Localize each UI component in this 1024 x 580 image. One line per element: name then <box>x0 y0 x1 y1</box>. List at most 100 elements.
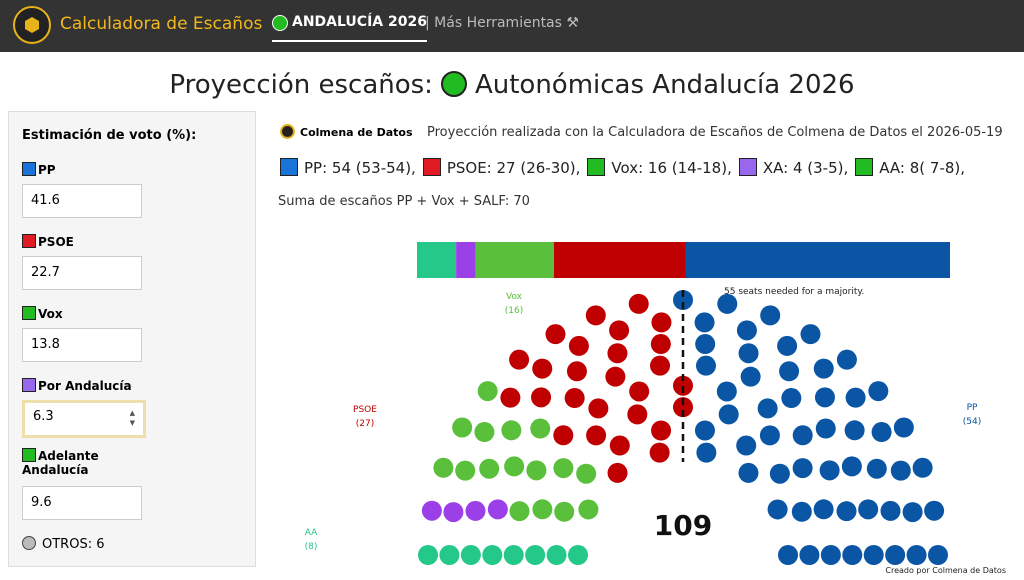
nav-item[interactable]: | Más Herramientas ⚒ <box>425 15 579 31</box>
seat <box>740 366 761 387</box>
seat <box>820 545 841 565</box>
party-label: Vox <box>506 292 523 302</box>
party-label: AA <box>305 528 318 538</box>
party-seat-label: (8) <box>305 542 318 552</box>
party-label: PP <box>967 403 978 413</box>
field-swatch <box>22 162 36 176</box>
seat <box>452 417 473 438</box>
seat <box>607 343 628 364</box>
seat <box>477 381 498 402</box>
legend-swatch <box>280 158 298 176</box>
seat <box>792 458 813 479</box>
seat <box>460 545 481 565</box>
field-input[interactable]: 9.6 <box>22 486 142 520</box>
seat <box>545 324 566 345</box>
seat <box>880 500 901 521</box>
field-input[interactable]: 6.3 ▲ ▼ <box>22 400 146 438</box>
seat <box>418 545 438 565</box>
legend-swatch <box>855 158 874 176</box>
field-label-text: PP <box>38 163 56 177</box>
nav-item[interactable]: ANDALUCÍA 2026 <box>272 14 427 42</box>
seat <box>717 293 738 314</box>
seat <box>609 320 630 341</box>
party-seat-label: (27) <box>356 419 374 429</box>
seat <box>609 435 630 456</box>
seat <box>605 366 626 387</box>
seat <box>871 422 892 443</box>
page-title: Proyección escaños: Autonómicas Andalucía… <box>0 70 1024 100</box>
seat <box>553 425 574 446</box>
seat <box>673 290 693 310</box>
logo[interactable] <box>13 6 51 44</box>
seat <box>928 545 948 565</box>
seat <box>769 463 790 484</box>
seat <box>443 502 464 523</box>
field-label-text: PSOE <box>38 235 74 249</box>
seat <box>781 388 802 409</box>
seat <box>531 387 552 408</box>
field-swatch <box>22 234 36 248</box>
legend-text: PSOE: 27 (26-30), <box>446 159 581 177</box>
spinner: ▲ ▼ <box>129 409 135 427</box>
seat <box>759 425 780 446</box>
seat <box>501 420 522 441</box>
seat <box>799 545 820 565</box>
legend-text: XA: 4 (3-5), <box>762 159 849 177</box>
seat <box>433 457 454 478</box>
seat <box>819 460 840 481</box>
seat <box>673 397 693 418</box>
seat <box>863 545 884 565</box>
seat <box>695 334 716 355</box>
legend-text: AA: 8( 7-8), <box>879 159 966 177</box>
seat <box>500 387 521 408</box>
sum-line: Suma de escaños PP + Vox + SALF: 70 <box>278 194 530 209</box>
field-input[interactable]: 22.7 <box>22 256 142 290</box>
seat <box>487 499 508 520</box>
field-input[interactable]: 13.8 <box>22 328 142 362</box>
seat <box>767 499 788 520</box>
seat <box>553 458 574 479</box>
seat <box>554 501 575 522</box>
seat <box>815 418 836 439</box>
party-seat-label: (54) <box>963 417 981 427</box>
seat-bar <box>475 242 554 278</box>
seat <box>627 404 648 425</box>
seat <box>912 457 933 478</box>
legend-text: PP: 54 (53-54), <box>304 159 416 177</box>
seat <box>578 499 599 520</box>
seat <box>607 462 628 483</box>
seat <box>906 545 927 565</box>
sidebar-heading: Estimación de voto (%): <box>22 128 197 143</box>
field-label: Vox <box>22 306 132 321</box>
seat <box>482 545 503 565</box>
seat <box>564 388 585 409</box>
footer: Creado por Colmena de Datos <box>885 566 1006 575</box>
seat <box>439 545 460 565</box>
seat <box>509 501 530 522</box>
seat <box>845 387 866 408</box>
field-label: Por Andalucía <box>22 378 132 393</box>
seat <box>479 458 500 479</box>
others: OTROS: 6 <box>22 536 104 552</box>
footer-prefix: Creado por <box>885 566 930 575</box>
seat <box>777 335 798 356</box>
source[interactable]: Colmena de Datos <box>280 124 413 139</box>
seat <box>532 499 553 520</box>
app-title[interactable]: Calculadora de Escaños <box>60 14 263 34</box>
field-input[interactable]: 41.6 <box>22 184 142 218</box>
seat <box>813 358 834 379</box>
seat-bar <box>417 242 457 278</box>
field-label: Adelante Andalucía <box>22 448 132 477</box>
seat <box>628 293 649 314</box>
seat <box>736 435 757 456</box>
seat-bar <box>685 242 950 278</box>
seat <box>586 425 607 446</box>
seat <box>842 545 863 565</box>
seat <box>695 355 716 376</box>
field-label: PP <box>22 162 132 177</box>
seat <box>525 545 546 565</box>
seat <box>836 501 857 522</box>
seat <box>651 420 672 441</box>
seat <box>736 320 757 341</box>
seat <box>649 442 670 463</box>
